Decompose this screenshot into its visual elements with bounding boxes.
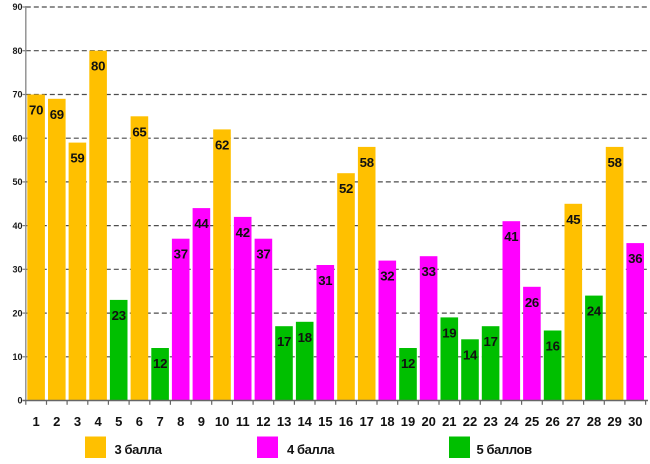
- svg-text:24: 24: [504, 414, 519, 429]
- svg-text:23: 23: [483, 414, 497, 429]
- svg-text:6: 6: [136, 414, 143, 429]
- svg-text:18: 18: [298, 330, 312, 345]
- svg-text:17: 17: [277, 334, 291, 349]
- svg-text:52: 52: [339, 181, 353, 196]
- svg-text:44: 44: [194, 216, 209, 231]
- svg-text:70: 70: [12, 90, 22, 100]
- svg-text:16: 16: [339, 414, 353, 429]
- svg-text:42: 42: [236, 225, 250, 240]
- svg-text:14: 14: [463, 347, 478, 362]
- svg-text:3: 3: [74, 414, 81, 429]
- svg-text:41: 41: [504, 229, 518, 244]
- svg-text:17: 17: [484, 334, 498, 349]
- svg-text:26: 26: [525, 295, 539, 310]
- svg-text:36: 36: [628, 251, 642, 266]
- svg-text:19: 19: [442, 325, 456, 340]
- svg-text:3 балла: 3 балла: [115, 442, 163, 457]
- svg-text:26: 26: [545, 414, 559, 429]
- svg-text:8: 8: [177, 414, 184, 429]
- svg-text:28: 28: [587, 414, 601, 429]
- svg-text:30: 30: [12, 265, 22, 275]
- svg-text:12: 12: [153, 356, 167, 371]
- svg-text:10: 10: [12, 352, 22, 362]
- svg-text:0: 0: [17, 396, 22, 406]
- svg-text:24: 24: [587, 304, 602, 319]
- svg-text:21: 21: [442, 414, 456, 429]
- svg-text:40: 40: [12, 221, 22, 231]
- svg-text:80: 80: [91, 59, 105, 74]
- svg-text:32: 32: [380, 269, 394, 284]
- svg-text:20: 20: [12, 308, 22, 318]
- svg-text:2: 2: [53, 414, 60, 429]
- svg-text:30: 30: [628, 414, 642, 429]
- svg-text:27: 27: [566, 414, 580, 429]
- svg-text:17: 17: [359, 414, 373, 429]
- svg-text:12: 12: [401, 356, 415, 371]
- svg-text:69: 69: [50, 107, 64, 122]
- svg-text:19: 19: [401, 414, 415, 429]
- svg-text:5 баллов: 5 баллов: [477, 442, 533, 457]
- svg-text:14: 14: [297, 414, 312, 429]
- svg-text:18: 18: [380, 414, 394, 429]
- svg-text:4: 4: [94, 414, 102, 429]
- svg-text:70: 70: [29, 103, 43, 118]
- svg-text:11: 11: [236, 414, 250, 429]
- svg-text:15: 15: [318, 414, 332, 429]
- svg-text:33: 33: [422, 264, 436, 279]
- svg-text:10: 10: [215, 414, 229, 429]
- svg-text:58: 58: [360, 155, 374, 170]
- svg-text:45: 45: [566, 212, 580, 227]
- svg-text:59: 59: [70, 151, 84, 166]
- svg-text:16: 16: [546, 339, 560, 354]
- svg-text:31: 31: [318, 273, 332, 288]
- svg-text:9: 9: [198, 414, 205, 429]
- svg-text:29: 29: [607, 414, 621, 429]
- svg-text:12: 12: [256, 414, 270, 429]
- svg-text:1: 1: [32, 414, 39, 429]
- svg-text:60: 60: [12, 133, 22, 143]
- svg-text:58: 58: [608, 155, 622, 170]
- svg-text:22: 22: [463, 414, 477, 429]
- svg-text:13: 13: [277, 414, 291, 429]
- svg-text:62: 62: [215, 137, 229, 152]
- svg-text:23: 23: [112, 308, 126, 323]
- svg-text:80: 80: [12, 46, 22, 56]
- svg-text:4 балла: 4 балла: [287, 442, 335, 457]
- svg-text:25: 25: [525, 414, 539, 429]
- svg-text:90: 90: [12, 2, 22, 12]
- svg-text:65: 65: [132, 124, 146, 139]
- svg-text:5: 5: [115, 414, 122, 429]
- svg-text:20: 20: [421, 414, 435, 429]
- svg-text:7: 7: [156, 414, 163, 429]
- svg-text:37: 37: [256, 247, 270, 262]
- svg-text:37: 37: [174, 247, 188, 262]
- svg-text:50: 50: [12, 177, 22, 187]
